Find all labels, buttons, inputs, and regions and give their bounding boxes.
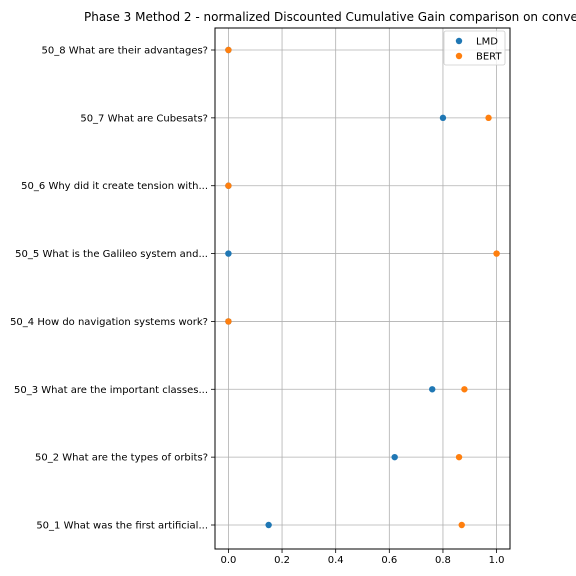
bert-point	[485, 114, 492, 122]
bert-point	[455, 453, 463, 461]
bert-point	[225, 46, 232, 54]
lmd-legend-marker	[455, 37, 463, 45]
grid-lines	[215, 28, 510, 549]
bert-point	[461, 386, 468, 393]
y-tick-label: 50_3 What are the important classes...	[14, 385, 208, 396]
x-tick-label: 0.4	[328, 555, 344, 566]
lmd-point	[265, 521, 272, 529]
x-tick-label: 0.8	[435, 555, 451, 566]
y-tick-label: 50_7 What are Cubesats?	[80, 113, 208, 124]
bert-point	[458, 521, 465, 529]
plot-frame	[214, 27, 511, 550]
x-tick-label: 0.2	[274, 555, 290, 566]
data-points	[225, 46, 500, 529]
lmd-point	[391, 453, 398, 461]
bert-point	[493, 250, 500, 257]
legend-label: LMD	[476, 37, 498, 48]
legend-label: BERT	[476, 52, 502, 63]
x-tick-label: 0.6	[381, 555, 397, 566]
lmd-point	[439, 114, 447, 122]
x-tick-label: 0.0	[220, 555, 236, 566]
lmd-point	[225, 250, 232, 257]
legend: LMD BERT	[443, 30, 506, 66]
bert-point	[225, 318, 232, 325]
x-tick-label: 1.0	[489, 555, 505, 566]
y-axis: 50_1 What was the first artificial... 50_…	[10, 46, 215, 532]
y-tick-label: 50_6 Why did it create tension with...	[21, 181, 208, 192]
chart-title: Phase 3 Method 2 - normalized Discounted…	[84, 10, 576, 24]
y-tick-label: 50_1 What was the first artificial...	[36, 521, 208, 532]
y-tick-label: 50_5 What is the Galileo system and...	[15, 249, 208, 260]
bert-legend-marker	[455, 52, 463, 60]
x-axis: 0.0 0.2 0.4 0.6 0.8 1.0	[220, 549, 505, 566]
y-tick-label: 50_2 What are the types of orbits?	[35, 453, 208, 464]
lmd-point	[429, 386, 436, 393]
y-tick-label: 50_4 How do navigation systems work?	[10, 317, 208, 328]
bert-point	[225, 182, 232, 189]
y-tick-label: 50_8 What are their advantages?	[42, 46, 208, 57]
